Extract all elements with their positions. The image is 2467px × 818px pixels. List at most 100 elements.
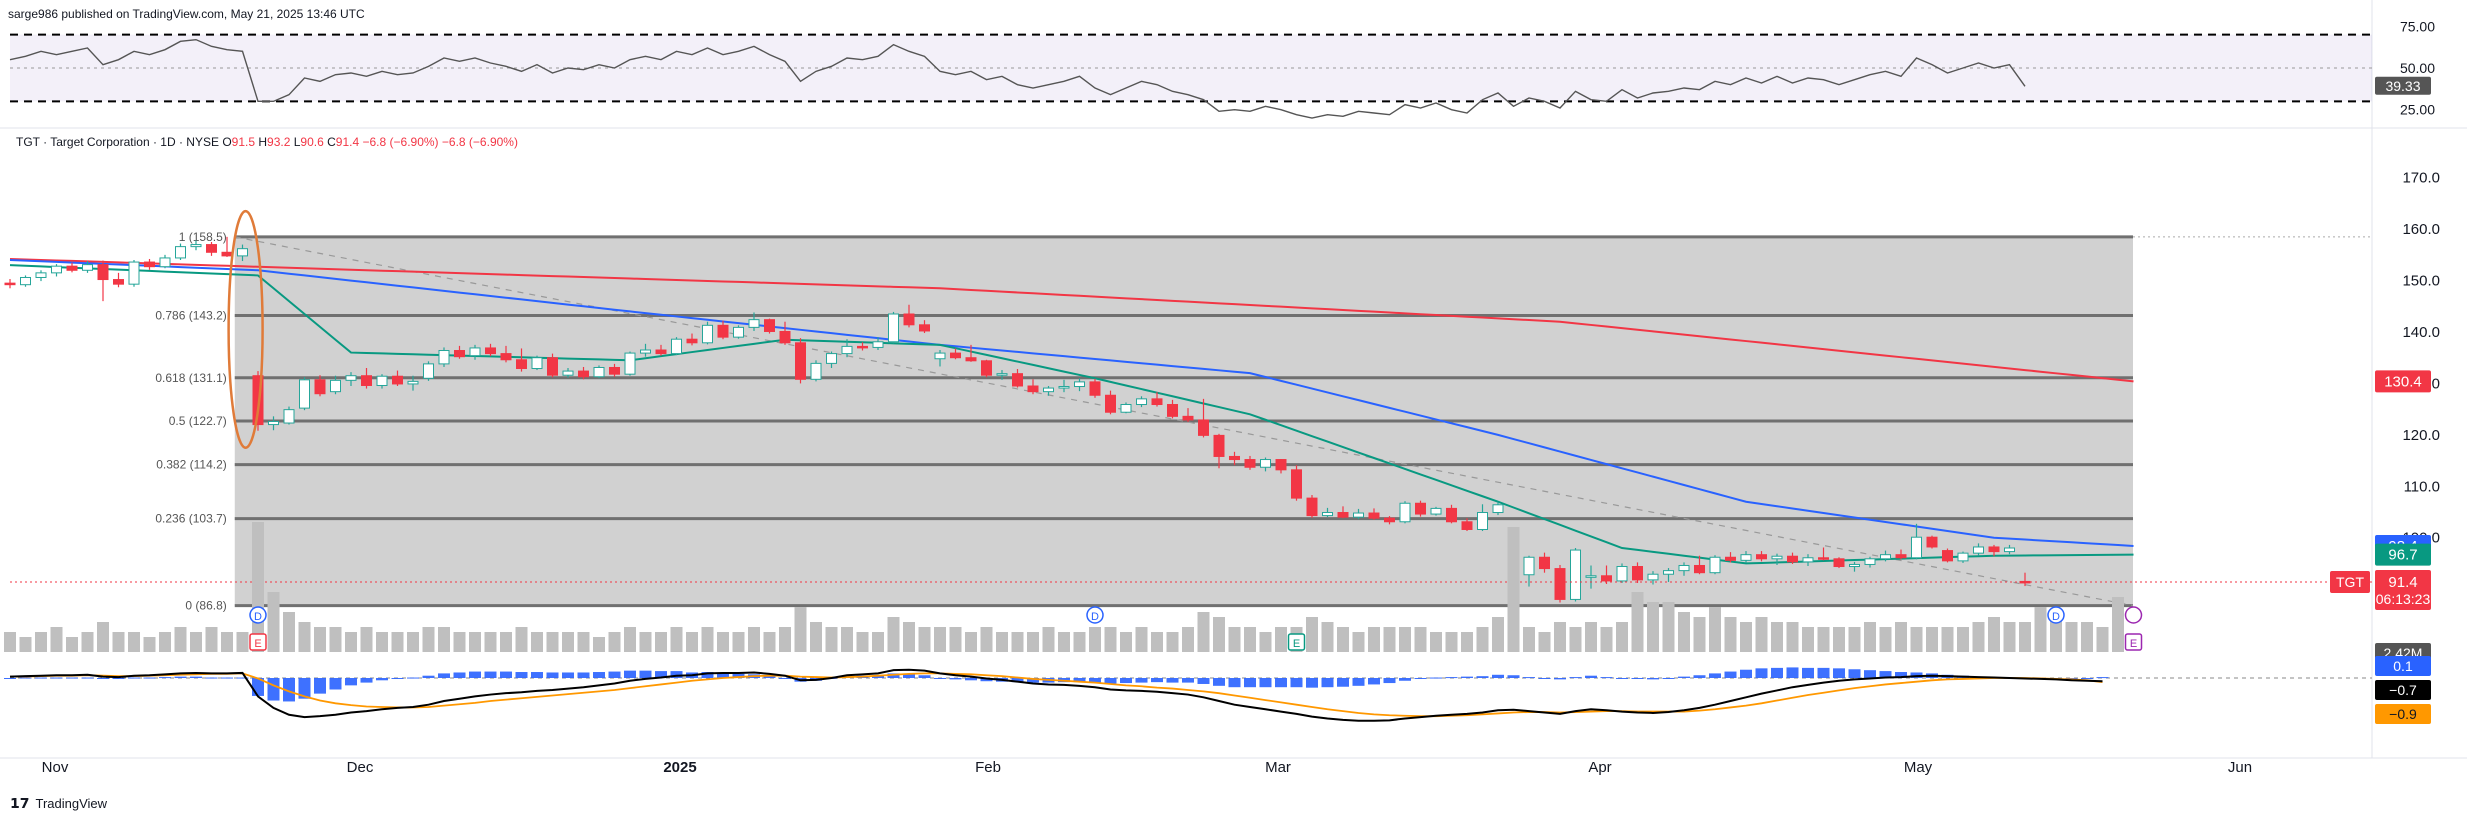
volume-bar (1972, 622, 1985, 652)
candle (128, 261, 140, 285)
candle (1213, 434, 1225, 457)
volume-bar (1461, 632, 1473, 652)
candle (640, 349, 651, 354)
rsi-tick-label: 75.00 (2400, 18, 2435, 34)
macd-histogram-bar (469, 671, 481, 678)
macd-last-value: 0.1 (2393, 658, 2413, 674)
volume-bar (717, 632, 729, 652)
volume-bar (205, 627, 218, 652)
volume-bar (314, 627, 326, 652)
symbol-title[interactable]: TGT · Target Corporation · 1D · NYSE (16, 135, 219, 149)
time-tick-label: 2025 (663, 759, 696, 776)
volume-bar (1027, 632, 1039, 652)
volume-bar (1786, 622, 1799, 652)
macd-histogram-bar (903, 673, 915, 678)
candle (1322, 512, 1333, 517)
candle (702, 324, 713, 344)
macd-histogram-bar (236, 677, 249, 679)
volume-bar (1352, 632, 1365, 652)
macd-histogram-bar (1368, 678, 1380, 685)
volume-bar (50, 627, 63, 652)
volume-bar (1042, 627, 1055, 652)
macd-histogram-bar (376, 678, 388, 681)
candle (841, 345, 853, 355)
brand-name: TradingView (35, 796, 108, 811)
candle (1074, 381, 1085, 388)
tradingview-brand[interactable]: 𝟭𝟳 TradingView (10, 795, 107, 812)
volume-bar (1724, 617, 1737, 652)
ohlc-change: −6.8 (−6.90%) (362, 135, 439, 149)
candle (299, 379, 310, 409)
candle (1260, 459, 1271, 468)
volume-bar (2081, 622, 2093, 652)
time-tick-label: Dec (347, 759, 374, 776)
volume-bar (1244, 627, 1256, 652)
ohlc-close-label: C (327, 135, 336, 149)
macd-last-value: −0.9 (2389, 706, 2417, 722)
volume-bar (1492, 617, 1504, 652)
volume-bar (2019, 622, 2031, 652)
macd-histogram-bar (1755, 668, 1768, 678)
volume-bar (1616, 622, 1628, 652)
volume-bar (1538, 632, 1551, 652)
macd-histogram-bar (1879, 671, 1892, 678)
macd-histogram-bar (205, 677, 218, 679)
macd-histogram-bar (1352, 678, 1365, 686)
candle (1585, 575, 1597, 578)
candle (1306, 497, 1318, 517)
macd-histogram-bar (1275, 678, 1287, 688)
ohlc-close: 91.4 (335, 135, 360, 149)
candle (144, 261, 155, 268)
volume-bar (2096, 627, 2109, 652)
fib-level-label: 0 (86.8) (185, 599, 226, 613)
volume-bar (732, 632, 745, 652)
volume-bar (1399, 627, 1411, 652)
macd-histogram-bar (934, 678, 946, 679)
candle (469, 347, 481, 357)
candle (1089, 381, 1101, 396)
price-tick-label: 140.0 (2402, 324, 2440, 341)
candle (686, 338, 698, 344)
macd-histogram-bar (965, 678, 977, 681)
macd-histogram-bar (763, 676, 776, 678)
macd-histogram-bar (1864, 670, 1876, 678)
candle (314, 379, 326, 395)
candle (1012, 373, 1023, 387)
candle (51, 265, 62, 274)
macd-histogram-bar (1817, 667, 1830, 678)
volume-bar (1135, 627, 1148, 652)
volume-bar (1445, 632, 1458, 652)
macd-histogram-bar (2096, 677, 2109, 679)
volume-bar (66, 637, 78, 652)
candle (655, 349, 667, 355)
volume-bar (562, 632, 574, 652)
candle (206, 244, 217, 253)
volume-bar (686, 632, 698, 652)
ema-long-line (9, 257, 2134, 383)
macd-histogram-bar (190, 676, 202, 678)
candle (1771, 555, 1783, 560)
macd-histogram-bar (701, 672, 714, 678)
macd-histogram-bar (391, 678, 404, 679)
candle (593, 366, 605, 378)
macd-histogram-bar (1135, 678, 1148, 683)
price-tick-label: 160.0 (2402, 221, 2440, 238)
volume-bar (1089, 627, 1101, 652)
last-price-badge (2375, 569, 2431, 610)
macd-histogram-bar (1073, 678, 1086, 683)
candle (779, 330, 791, 344)
candle (1120, 404, 1132, 413)
volume-bar (872, 632, 884, 652)
macd-histogram-bar (1321, 678, 1334, 688)
candle (547, 357, 558, 376)
candle (1198, 419, 1209, 436)
volume-bar (1104, 627, 1117, 652)
volume-bar (965, 632, 977, 652)
price-tick-label: 110.0 (2404, 478, 2440, 495)
macd-histogram-bar (1027, 678, 1039, 683)
volume-bar (577, 632, 590, 652)
ohlc-open-label: O (222, 135, 232, 149)
fib-level-label: 0.382 (114.2) (156, 458, 227, 472)
macd-histogram-bar (515, 672, 528, 678)
